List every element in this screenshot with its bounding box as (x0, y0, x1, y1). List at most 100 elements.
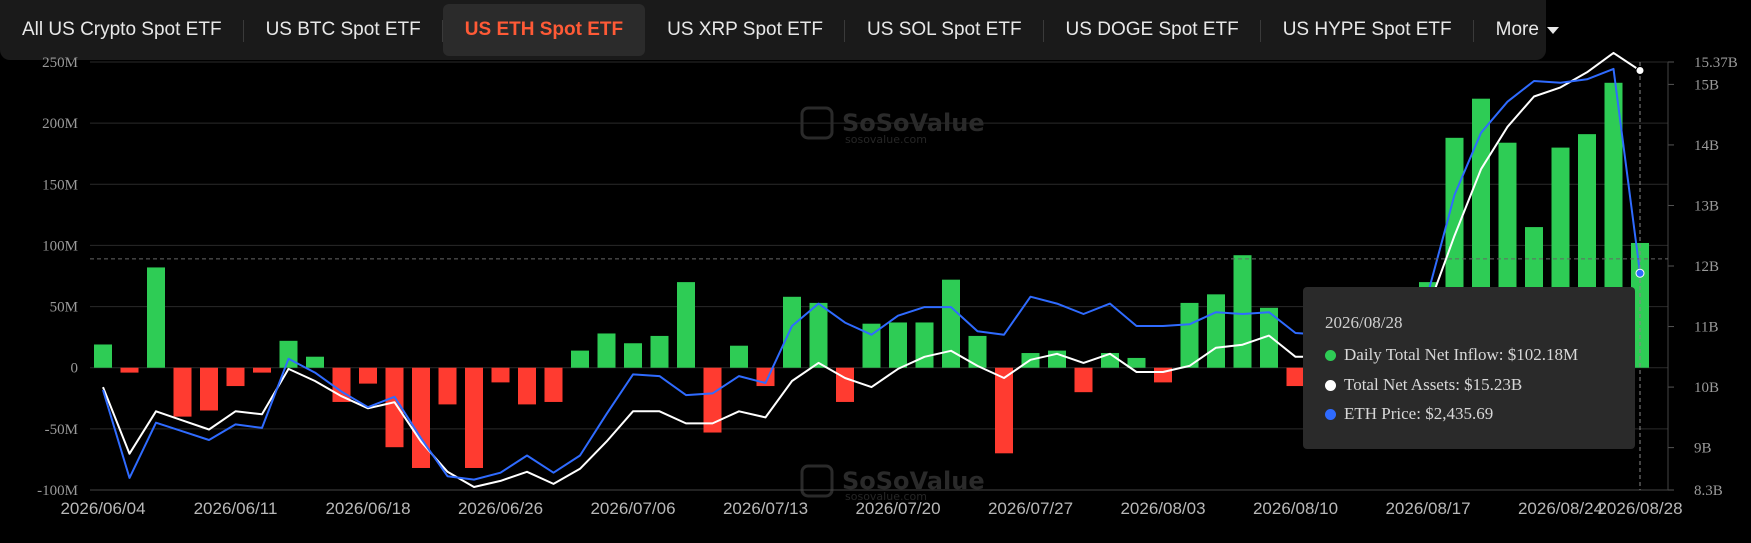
inflow-bar (1233, 255, 1252, 368)
y-left-tick-label: 100M (42, 238, 78, 254)
watermark-url: sosovalue.com (845, 490, 927, 503)
green-dot-icon (1325, 349, 1336, 361)
x-tick-label: 2026/08/24 (1518, 499, 1603, 518)
assets-point-marker (1635, 65, 1645, 75)
x-tick-label: 2026/06/04 (60, 499, 145, 518)
inflow-bar (968, 335, 987, 368)
inflow-bar (624, 343, 642, 368)
y-right-tick-label: 11B (1694, 320, 1718, 336)
y-right-tick-label: 9B (1694, 441, 1712, 457)
tab-label: All US Crypto Spot ETF (22, 19, 222, 40)
tab-label: US HYPE Spot ETF (1282, 19, 1452, 40)
tooltip-row-inflow: Daily Total Net Inflow: $102.18M (1325, 345, 1578, 365)
inflow-bar (465, 367, 483, 468)
inflow-bar (147, 267, 165, 368)
x-tick-label: 2026/08/03 (1120, 499, 1205, 518)
tooltip-row-assets: Total Net Assets: $15.23B (1325, 375, 1522, 395)
tooltip-date: 2026/08/28 (1325, 313, 1403, 332)
tooltip-price: ETH Price: $2,435.69 (1344, 404, 1494, 423)
x-tick-label: 2026/06/11 (194, 499, 278, 518)
inflow-bar (889, 322, 907, 368)
inflow-bar (571, 350, 589, 368)
tab-us-doge-spot-etf[interactable]: US DOGE Spot ETF (1044, 4, 1261, 56)
inflow-bar (809, 302, 828, 368)
blue-dot-icon (1325, 408, 1336, 420)
inflow-bar (942, 279, 960, 368)
inflow-bar (1074, 367, 1093, 393)
x-axis: 2026/06/04 2026/06/11 2026/06/18 2026/06/26… (60, 489, 1683, 518)
inflow-bar (1260, 307, 1278, 368)
y-axis-left: -100M -50M 0 50M 100M 150M 200M 250M (37, 55, 78, 499)
watermark-bottom: SoSoValue sosovalue.com (800, 464, 985, 503)
tab-us-hype-spot-etf[interactable]: US HYPE Spot ETF (1261, 4, 1474, 56)
inflow-bar (306, 356, 324, 368)
tab-label: More (1495, 19, 1539, 40)
tab-all-us-crypto-spot-etf[interactable]: All US Crypto Spot ETF (0, 4, 244, 56)
y-right-tick-label: 8.3B (1694, 483, 1723, 499)
inflow-bar (915, 322, 934, 368)
inflow-bar (120, 367, 139, 373)
x-tick-label: 2026/07/06 (590, 499, 675, 518)
tab-label: US XRP Spot ETF (667, 19, 824, 40)
inflow-bar (385, 367, 404, 448)
chart-tooltip: 2026/08/28 Daily Total Net Inflow: $102.… (1303, 287, 1635, 449)
y-left-tick-label: 250M (42, 55, 78, 71)
watermark-url: sosovalue.com (845, 133, 927, 146)
inflow-bar (836, 367, 854, 402)
tooltip-assets: Total Net Assets: $15.23B (1344, 375, 1523, 394)
price-point-marker (1635, 268, 1645, 278)
inflow-bar (491, 367, 510, 383)
y-left-tick-label: 200M (42, 116, 78, 132)
x-tick-label: 2026/08/28 (1597, 499, 1682, 518)
more-menu-button[interactable]: More (1474, 4, 1581, 56)
x-tick-label: 2026/07/27 (988, 499, 1073, 518)
x-tick-label: 2026/06/26 (458, 499, 543, 518)
inflow-bar (173, 367, 192, 417)
inflow-bar (1180, 302, 1199, 368)
inflow-bar (226, 367, 245, 387)
chevron-down-icon (1546, 26, 1559, 34)
inflow-bar (438, 367, 457, 405)
tab-label: US ETH Spot ETF (464, 19, 624, 40)
tab-label: US SOL Spot ETF (867, 19, 1022, 40)
inflow-bar (1286, 367, 1305, 387)
inflow-bar (862, 323, 881, 368)
y-right-tick-label: 14B (1694, 138, 1719, 154)
inflow-bar (730, 345, 748, 368)
tab-label: US BTC Spot ETF (265, 19, 421, 40)
y-right-tick-label: 13B (1694, 198, 1719, 214)
inflow-bar (1207, 294, 1225, 368)
crosshair (90, 62, 1668, 490)
x-tick-label: 2026/06/18 (325, 499, 410, 518)
watermark-logo-icon (800, 464, 834, 498)
y-left-tick-label: -50M (45, 422, 78, 438)
y-left-tick-label: 150M (42, 177, 78, 193)
x-tick-label: 2026/08/10 (1253, 499, 1338, 518)
inflow-bar (677, 282, 695, 368)
inflow-bar (412, 367, 430, 468)
tab-us-sol-spot-etf[interactable]: US SOL Spot ETF (845, 4, 1044, 56)
y-right-tick-label: 12B (1694, 259, 1719, 275)
inflow-bar (1631, 242, 1649, 368)
watermark-top: SoSoValue sosovalue.com (800, 106, 985, 146)
inflow-bar (703, 367, 722, 433)
inflow-bar (94, 344, 112, 368)
inflow-bar (650, 335, 669, 368)
x-tick-label: 2026/07/13 (723, 499, 808, 518)
tab-us-btc-spot-etf[interactable]: US BTC Spot ETF (244, 4, 443, 56)
inflow-bar (279, 340, 298, 368)
y-right-tick-label: 15B (1694, 77, 1719, 93)
tab-us-eth-spot-etf[interactable]: US ETH Spot ETF (442, 4, 646, 56)
y-left-tick-label: 50M (50, 300, 78, 316)
y-right-tick-label: 15.37B (1694, 55, 1738, 71)
inflow-bar (253, 367, 271, 373)
y-axis-right: 8.3B 9B 10B 11B 12B 13B 14B 15B 15.37B (1667, 55, 1738, 499)
inflow-bar (518, 367, 536, 405)
y-left-tick-label: -100M (37, 483, 78, 499)
y-left-tick-label: 0 (71, 361, 79, 377)
tooltip-row-price: ETH Price: $2,435.69 (1325, 404, 1493, 424)
inflow-bar (1127, 357, 1146, 368)
x-tick-label: 2026/07/20 (855, 499, 940, 518)
tab-us-xrp-spot-etf[interactable]: US XRP Spot ETF (645, 4, 845, 56)
